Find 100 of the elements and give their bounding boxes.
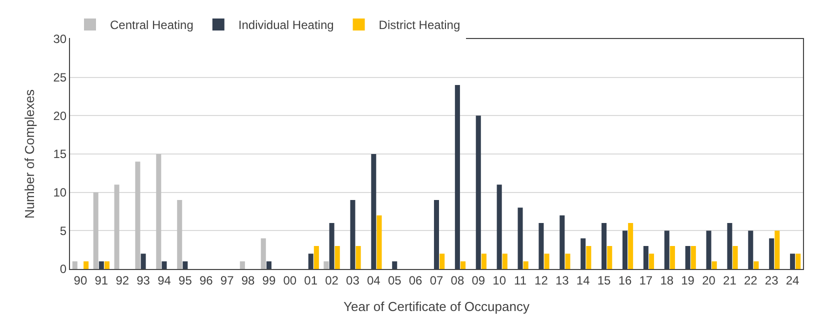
x-tick-label: 98 — [241, 273, 256, 288]
x-axis-title: Year of Certificate of Occupancy — [344, 299, 530, 314]
y-tick-label: 5 — [60, 224, 67, 238]
bar — [162, 261, 167, 269]
bar — [649, 254, 654, 269]
bar — [177, 200, 182, 269]
bar — [135, 162, 140, 269]
y-tick-label: 20 — [53, 108, 67, 123]
bar — [602, 223, 607, 269]
bar — [260, 238, 266, 269]
bar — [356, 246, 361, 269]
bar — [454, 85, 460, 269]
bar — [643, 246, 648, 269]
x-tick-label: 00 — [283, 273, 297, 288]
bar — [518, 208, 523, 269]
bar — [628, 223, 634, 269]
bar — [140, 254, 146, 269]
bar — [706, 230, 712, 269]
x-tick-label: 21 — [723, 273, 737, 288]
bar — [104, 261, 110, 269]
x-tick-label: 03 — [346, 273, 360, 288]
x-tick-label: 20 — [702, 273, 716, 288]
x-tick-label: 97 — [220, 273, 234, 288]
y-tick-label: 10 — [53, 186, 67, 200]
bar — [790, 254, 796, 269]
bar — [712, 261, 717, 269]
x-tick-label: 01 — [304, 273, 318, 288]
bar — [544, 254, 550, 269]
bar — [774, 230, 780, 269]
bar — [350, 200, 356, 269]
bar — [727, 223, 732, 269]
x-tick-label: 93 — [136, 273, 150, 288]
x-tick-label: 15 — [597, 273, 612, 288]
y-tick-label: 25 — [53, 70, 67, 85]
x-tick-label: 95 — [178, 273, 192, 288]
x-tick-label: 99 — [262, 273, 276, 288]
bar — [496, 184, 502, 269]
bar — [72, 261, 78, 269]
bar — [769, 238, 774, 269]
bar — [440, 254, 445, 269]
legend-label: Central Heating — [110, 18, 194, 32]
bar — [114, 184, 120, 269]
y-tick-label: 15 — [53, 147, 67, 162]
bar — [538, 223, 544, 269]
bar — [748, 230, 754, 269]
x-tick-label: 17 — [639, 273, 653, 288]
bar — [523, 261, 528, 269]
legend-label: District Heating — [378, 18, 460, 32]
bar — [371, 154, 376, 269]
x-tick-label: 13 — [555, 273, 570, 288]
x-tick-label: 92 — [116, 273, 130, 288]
x-tick-label: 16 — [618, 273, 632, 288]
x-tick-label: 90 — [74, 273, 88, 288]
x-tick-label: 12 — [534, 273, 548, 288]
bar — [580, 238, 586, 269]
bar — [84, 261, 89, 269]
x-tick-label: 22 — [744, 273, 758, 288]
bar — [685, 246, 690, 269]
x-tick-label: 96 — [199, 273, 214, 288]
y-tick-label: 30 — [53, 32, 67, 46]
x-tick-label: 91 — [94, 273, 108, 288]
bar — [607, 246, 612, 269]
x-tick-label: 06 — [408, 273, 423, 288]
bar — [98, 261, 104, 269]
bar — [392, 261, 398, 269]
bar — [324, 261, 329, 269]
bar — [156, 154, 162, 269]
bar — [754, 261, 759, 269]
x-tick-label: 02 — [325, 273, 339, 288]
x-tick-label: 05 — [388, 273, 402, 288]
bar — [560, 215, 565, 269]
bar — [376, 215, 382, 269]
legend-label: Individual Heating — [238, 18, 334, 32]
bar — [622, 230, 628, 269]
bar — [664, 230, 670, 269]
bar — [732, 246, 738, 269]
x-tick-label: 08 — [450, 273, 464, 288]
x-tick-label: 23 — [764, 273, 779, 288]
x-tick-label: 24 — [786, 273, 800, 288]
bar — [502, 254, 508, 269]
bar — [308, 254, 314, 269]
x-tick-label: 04 — [366, 273, 381, 288]
bar — [796, 254, 801, 269]
x-tick-label: 09 — [472, 273, 486, 288]
bar — [182, 261, 188, 269]
x-tick-label: 07 — [430, 273, 444, 288]
bar — [434, 200, 440, 269]
x-tick-label: 10 — [492, 273, 506, 288]
x-tick-label: 94 — [158, 273, 172, 288]
x-tick-label: 19 — [681, 273, 695, 288]
bar — [240, 261, 245, 269]
bar — [476, 116, 481, 269]
bar — [314, 246, 319, 269]
x-tick-label: 18 — [660, 273, 674, 288]
bar — [266, 261, 272, 269]
bar — [670, 246, 675, 269]
bar — [565, 254, 570, 269]
y-axis-title: Number of Complexes — [22, 88, 38, 219]
bar — [93, 192, 98, 269]
bar — [586, 246, 592, 269]
